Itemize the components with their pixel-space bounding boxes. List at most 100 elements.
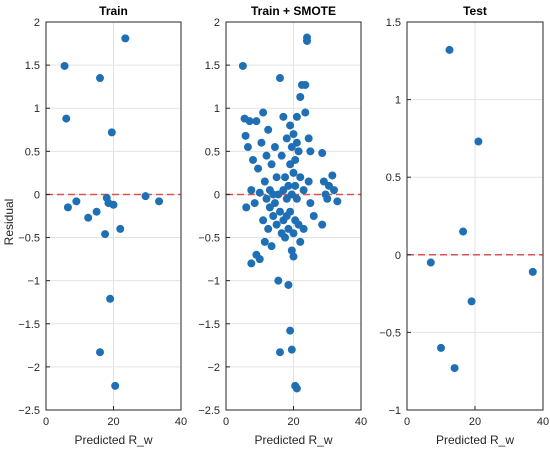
data-point — [306, 199, 315, 208]
data-point — [304, 177, 313, 186]
x-tick-label: 20 — [107, 416, 119, 428]
data-point — [250, 199, 259, 208]
y-tick-label: −2.5 — [198, 405, 220, 417]
data-point — [281, 233, 290, 242]
data-point — [63, 203, 72, 212]
x-tick-label: 40 — [355, 416, 367, 428]
data-point — [299, 224, 308, 233]
y-tick-label: −2.5 — [18, 405, 40, 417]
data-point — [445, 45, 454, 54]
data-point — [301, 80, 310, 89]
data-point — [245, 117, 254, 126]
data-point — [272, 173, 281, 182]
data-point — [459, 227, 468, 236]
data-point — [267, 242, 276, 251]
data-point — [291, 181, 300, 190]
data-point — [72, 197, 81, 206]
panel-title: Test — [463, 4, 487, 18]
data-point — [238, 61, 247, 70]
data-point — [270, 143, 279, 152]
y-tick-label: 0.5 — [386, 172, 401, 184]
data-point — [301, 108, 310, 117]
panel-title: Train + SMOTE — [251, 4, 336, 18]
data-point — [247, 186, 256, 195]
data-point — [257, 138, 266, 147]
y-tick-label: −1 — [388, 405, 401, 417]
data-point — [287, 246, 296, 255]
data-point — [269, 212, 278, 220]
panel-2: 0 20 40 −2.5 −2 −1.5 −1 −0.5 0 0.5 1 1.5 2 Train + SM… — [198, 4, 367, 447]
data-point — [282, 134, 291, 143]
y-tick-label: 1 — [34, 103, 40, 115]
data-point — [279, 112, 288, 121]
data-point — [281, 173, 290, 182]
data-point — [467, 297, 476, 306]
y-tick-label: 0 — [34, 189, 40, 201]
data-point — [292, 384, 301, 393]
data-point — [84, 213, 93, 222]
data-point — [318, 149, 327, 158]
y-tick-label: −0.5 — [198, 233, 220, 245]
x-tick-label: 0 — [404, 416, 410, 428]
data-point — [284, 181, 293, 190]
figure-y-label: Residual — [2, 199, 16, 246]
data-point — [330, 186, 338, 195]
data-point — [323, 194, 332, 203]
data-point — [289, 229, 298, 238]
data-point — [289, 130, 298, 139]
data-point — [270, 199, 279, 208]
y-tick-label: 1 — [395, 95, 401, 107]
data-point — [262, 151, 271, 160]
data-point — [474, 137, 483, 146]
data-point — [289, 252, 298, 261]
data-point — [299, 186, 308, 195]
data-point — [262, 194, 271, 203]
data-point — [252, 117, 261, 126]
x-tick-label: 40 — [537, 416, 549, 428]
data-point — [259, 108, 268, 117]
data-point — [450, 364, 459, 373]
data-point — [107, 128, 116, 137]
data-point — [264, 224, 273, 233]
data-point — [242, 203, 251, 212]
panel-1: 0 20 40 −2.5 −2 −1.5 −1 −0.5 0 0.5 1 1.5 2 Train Predi… — [18, 4, 187, 447]
data-point — [303, 33, 311, 42]
data-point — [276, 74, 284, 83]
y-tick-label: 0 — [214, 189, 220, 201]
y-tick-label: −1.5 — [18, 319, 40, 331]
data-point — [286, 121, 295, 130]
data-point — [276, 207, 284, 216]
y-tick-label: −0.5 — [379, 327, 401, 339]
data-point — [286, 326, 295, 335]
y-tick-label: −1 — [207, 276, 220, 288]
data-point — [109, 200, 118, 209]
x-tick-label: 40 — [175, 416, 187, 428]
data-point — [241, 131, 250, 140]
data-point — [60, 61, 69, 70]
data-point — [141, 192, 150, 201]
y-tick-label: −2 — [27, 362, 40, 374]
data-point — [255, 188, 264, 197]
data-point — [309, 212, 318, 220]
x-tick-label: 20 — [469, 416, 481, 428]
data-point — [255, 255, 264, 264]
data-point — [260, 237, 269, 246]
data-point — [106, 294, 115, 303]
y-tick-label: 0.5 — [205, 146, 220, 158]
data-point — [296, 173, 305, 182]
data-point — [96, 348, 104, 357]
data-point — [294, 147, 303, 156]
y-tick-label: −1.5 — [198, 319, 220, 331]
data-point — [62, 114, 71, 123]
y-tick-label: 1 — [214, 103, 220, 115]
data-point — [289, 168, 298, 177]
data-point — [101, 230, 110, 239]
data-point — [277, 151, 286, 160]
data-point — [96, 74, 104, 83]
data-point — [116, 224, 125, 233]
data-point — [276, 348, 284, 357]
data-point — [259, 216, 268, 225]
data-point — [287, 345, 296, 354]
y-tick-label: 0 — [395, 250, 401, 262]
y-tick-label: 2 — [214, 17, 220, 29]
